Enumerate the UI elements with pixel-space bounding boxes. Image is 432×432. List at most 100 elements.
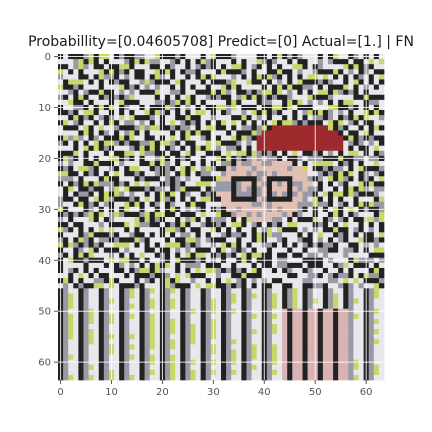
pixel: [282, 349, 288, 355]
pixel: [164, 349, 171, 355]
pixel: [144, 323, 151, 330]
pixel: [180, 89, 186, 96]
pixel: [353, 130, 359, 136]
pixel: [124, 313, 130, 320]
pixel: [134, 181, 140, 187]
pixel: [170, 89, 176, 96]
pixel: [83, 150, 89, 157]
pixel: [205, 298, 212, 304]
pixel: [190, 344, 196, 350]
pixel: [277, 201, 283, 208]
pixel: [93, 242, 100, 248]
pixel: [378, 120, 385, 126]
pixel: [373, 273, 380, 279]
pixel: [103, 283, 110, 289]
pixel: [368, 364, 375, 371]
pixel: [317, 74, 324, 80]
pixel: [175, 99, 181, 106]
pixel: [317, 222, 324, 228]
pixel: [307, 339, 314, 345]
pixel: [215, 303, 222, 310]
pixel: [297, 191, 303, 197]
pixel: [170, 273, 176, 279]
pixel: [256, 191, 263, 197]
pixel: [180, 252, 186, 259]
pixel: [297, 318, 303, 325]
pixel: [190, 74, 196, 80]
pixel: [327, 237, 334, 243]
pixel: [236, 339, 242, 345]
pixel: [154, 135, 161, 141]
pixel: [83, 59, 89, 65]
pixel: [282, 222, 288, 228]
pixel: [180, 369, 186, 376]
pixel: [205, 217, 212, 223]
pixel: [353, 64, 359, 70]
pixel: [164, 201, 171, 208]
pixel: [144, 262, 151, 269]
pixel: [317, 145, 324, 152]
pixel: [297, 181, 303, 187]
pixel: [358, 323, 364, 330]
pixel: [246, 84, 252, 90]
pixel: [119, 191, 125, 197]
pixel: [307, 369, 314, 376]
pixel: [373, 252, 380, 259]
pixel: [353, 110, 359, 116]
pixel: [277, 181, 283, 187]
pixel: [221, 110, 227, 116]
pixel: [358, 140, 364, 147]
pixel: [119, 349, 125, 355]
pixel: [236, 232, 242, 238]
pixel: [103, 344, 110, 350]
pixel: [322, 262, 329, 269]
pixel: [256, 329, 263, 335]
pixel: [180, 313, 186, 320]
pixel: [317, 64, 324, 70]
pixel: [322, 191, 329, 197]
pixel: [282, 278, 288, 284]
pixel: [180, 64, 186, 70]
pixel: [317, 140, 324, 147]
pixel: [83, 313, 89, 320]
pixel: [78, 339, 84, 345]
pixel: [205, 59, 212, 65]
pixel: [170, 237, 176, 243]
pixel: [154, 79, 161, 85]
pixel: [205, 237, 212, 243]
x-tick-label: 50: [309, 387, 322, 398]
pixel: [215, 334, 222, 340]
pixel: [149, 242, 156, 248]
pixel: [348, 201, 354, 208]
pixel: [231, 232, 237, 238]
pixel: [338, 135, 344, 141]
pixel: [317, 288, 324, 294]
pixel: [149, 211, 156, 218]
pixel: [292, 237, 298, 243]
pixel: [271, 64, 278, 70]
pixel: [322, 125, 329, 131]
pixel: [154, 273, 161, 279]
pixel: [256, 99, 263, 106]
pixel: [93, 364, 100, 371]
pixel: [149, 278, 156, 284]
pixel: [63, 171, 69, 177]
pixel: [297, 211, 303, 218]
pixel: [256, 354, 263, 360]
pixel: [302, 186, 308, 192]
pixel: [114, 369, 120, 376]
pixel: [63, 186, 69, 192]
pixel: [119, 293, 125, 299]
pixel: [114, 364, 120, 371]
pixel: [129, 334, 135, 340]
pixel: [129, 171, 135, 177]
pixel: [129, 191, 135, 197]
pixel: [266, 130, 273, 136]
pixel: [378, 171, 385, 177]
pixel: [93, 369, 100, 376]
pixel: [333, 369, 339, 376]
pixel: [149, 267, 156, 274]
pixel: [139, 94, 145, 101]
pixel: [256, 267, 263, 274]
pixel: [98, 334, 105, 340]
